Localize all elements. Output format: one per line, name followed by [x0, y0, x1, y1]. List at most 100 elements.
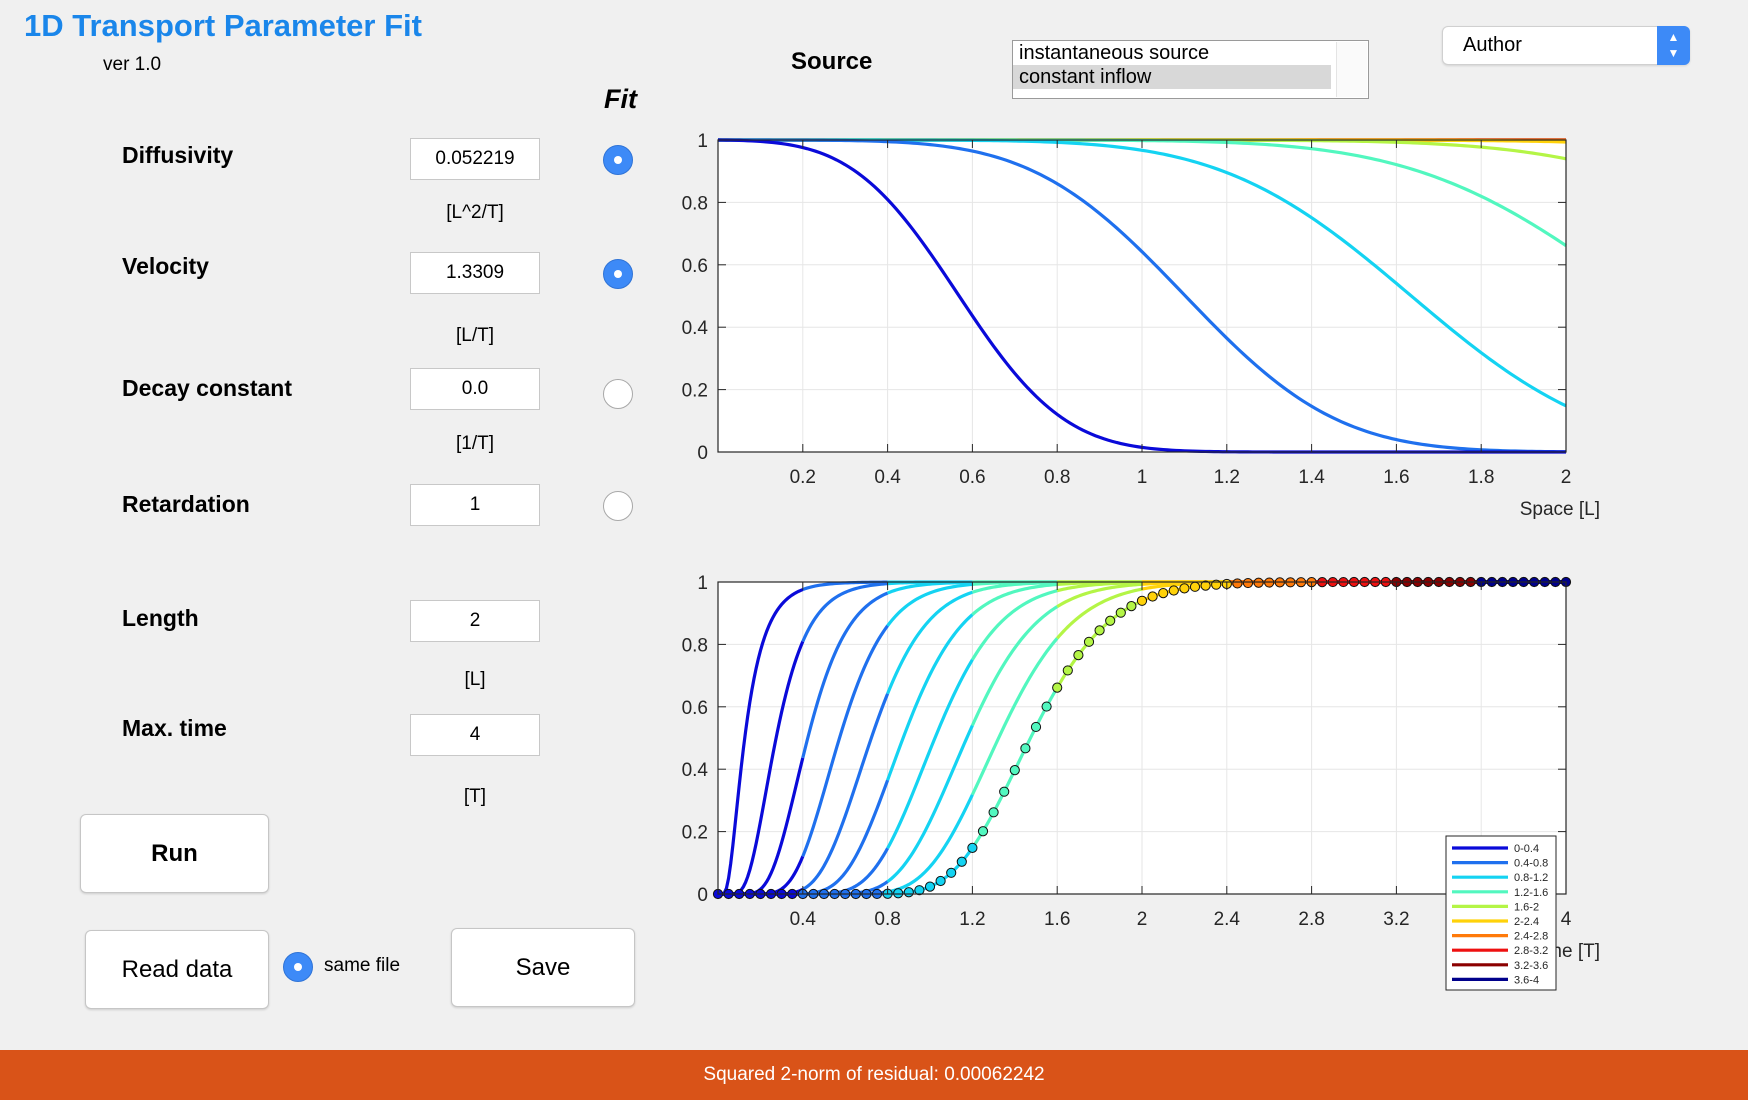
- top-y-tick-label: 1: [697, 131, 708, 152]
- observed-data-point: [1189, 581, 1201, 592]
- retardation-fit-radio[interactable]: [603, 491, 633, 521]
- breakthrough-line-x-1.2-seg-3: [971, 582, 1058, 616]
- observed-data-point: [1200, 580, 1211, 591]
- bottom-x-tick-label: 2.4: [1214, 909, 1241, 930]
- breakthrough-line-x-0.4-seg-1: [801, 582, 888, 643]
- breakthrough-line-x-1.6-seg-4: [1056, 582, 1143, 608]
- observed-data-point: [1115, 607, 1126, 618]
- decay-constant-unit: [1/T]: [455, 433, 494, 454]
- observed-data-point: [1062, 665, 1073, 676]
- observed-data-point: [1083, 636, 1095, 647]
- max-time-unit: [T]: [463, 786, 487, 807]
- legend-label: 2.4-2.8: [1514, 931, 1548, 943]
- legend-label: 2.8-3.2: [1514, 945, 1548, 957]
- observed-data-point: [1052, 682, 1063, 693]
- observed-data-point: [1136, 595, 1148, 606]
- breakthrough-line-x-1.2-seg-2: [886, 613, 974, 781]
- top-x-tick-label: 1: [1137, 467, 1148, 488]
- diffusivity-fit-radio[interactable]: [603, 145, 633, 175]
- observed-data-point: [1126, 601, 1137, 612]
- decay-constant-field[interactable]: 0.0: [410, 368, 540, 410]
- retardation-field[interactable]: 1: [410, 484, 540, 526]
- listbox-scrollbar[interactable]: [1336, 42, 1367, 97]
- decay-constant-label: Decay constant: [122, 375, 293, 401]
- observed-data-point: [999, 786, 1010, 797]
- observed-data-point: [1094, 625, 1105, 636]
- top-x-tick-label: 0.6: [959, 467, 985, 488]
- top-x-tick-label: 0.4: [874, 467, 901, 488]
- bottom-y-tick-label: 0: [697, 885, 708, 906]
- source-listbox[interactable]: instantaneous source constant inflow: [1012, 40, 1369, 99]
- same-file-radio[interactable]: [283, 952, 313, 982]
- diffusivity-field[interactable]: 0.052219: [410, 138, 540, 180]
- save-button[interactable]: Save: [451, 928, 635, 1007]
- source-option-instantaneous[interactable]: instantaneous source: [1019, 42, 1210, 64]
- run-button-label: Run: [151, 839, 198, 867]
- breakthrough-line-x-1.6-seg-3: [970, 605, 1059, 727]
- observed-data-point: [924, 881, 936, 892]
- run-button[interactable]: Run: [80, 814, 269, 893]
- legend-label: 0-0.4: [1514, 843, 1539, 855]
- same-file-label: same file: [324, 955, 401, 976]
- velocity-field[interactable]: 1.3309: [410, 252, 540, 294]
- bottom-x-tick-label: 0.8: [874, 909, 900, 930]
- top-x-tick-label: 1.8: [1468, 467, 1494, 488]
- author-popup[interactable]: Author ▲ ▼: [1442, 26, 1690, 65]
- observed-data-point: [1179, 583, 1190, 594]
- breakthrough-line-x-1.4-seg-2: [886, 658, 974, 850]
- top-y-tick-label: 0.2: [682, 381, 708, 402]
- velocity-fit-radio[interactable]: [603, 259, 633, 289]
- observed-data-point: [1158, 588, 1169, 599]
- read-data-button[interactable]: Read data: [85, 930, 269, 1009]
- updown-arrows-icon: ▲ ▼: [1657, 26, 1690, 65]
- breakthrough-line-x-1.8-seg-2: [887, 794, 974, 894]
- observed-data-point: [1073, 650, 1084, 661]
- observed-data-point: [1020, 743, 1031, 754]
- max-time-field[interactable]: 4: [410, 714, 540, 756]
- app-title: 1D Transport Parameter Fit: [24, 8, 422, 43]
- top-x-tick-label: 0.2: [790, 467, 816, 488]
- breakthrough-line-x-1-seg-2: [886, 590, 973, 695]
- bottom-y-tick-label: 0.4: [682, 760, 709, 781]
- bottom-y-tick-label: 0.2: [682, 823, 708, 844]
- observed-data-point: [893, 888, 904, 899]
- legend-label: 0.4-0.8: [1514, 858, 1548, 870]
- diffusivity-unit: [L^2/T]: [446, 202, 504, 223]
- observed-data-point: [988, 807, 999, 818]
- breakthrough-line-x-1.6-seg-2: [886, 724, 974, 883]
- velocity-label: Velocity: [122, 253, 209, 279]
- breakthrough-line-x-1.4-seg-3: [971, 589, 1058, 661]
- source-label: Source: [791, 48, 873, 75]
- breakthrough-chart: 0.40.81.21.622.42.83.23.6400.20.40.60.81…: [682, 573, 1600, 991]
- observed-data-point: [956, 856, 967, 867]
- top-x-axis-label: Space [L]: [1520, 499, 1600, 520]
- breakthrough-line-x-1-seg-3: [971, 580, 1058, 594]
- bottom-x-tick-label: 2: [1137, 909, 1148, 930]
- read-data-button-label: Read data: [121, 955, 233, 983]
- observed-data-point: [1009, 765, 1020, 776]
- breakthrough-line-x-0.8-seg-2: [886, 582, 973, 627]
- diffusivity-label: Diffusivity: [122, 142, 234, 168]
- source-option-constant-inflow[interactable]: constant inflow: [1013, 65, 1331, 89]
- bottom-x-tick-label: 2.8: [1298, 909, 1324, 930]
- bottom-y-tick-label: 0.8: [682, 635, 708, 656]
- version-label: ver 1.0: [103, 54, 162, 75]
- breakthrough-line-x-1.4-seg-4: [1056, 580, 1143, 593]
- top-y-tick-label: 0.6: [682, 256, 708, 277]
- bottom-x-tick-label: 0.4: [790, 909, 817, 930]
- top-y-tick-label: 0.8: [682, 193, 708, 214]
- observed-data-point: [1253, 577, 1264, 588]
- bottom-y-tick-label: 0.6: [682, 698, 708, 719]
- top-x-tick-label: 1.4: [1298, 467, 1325, 488]
- breakthrough-line-x-0.2-seg-0: [718, 588, 804, 896]
- fit-column-header: Fit: [604, 84, 637, 114]
- observed-data-point: [1030, 721, 1042, 733]
- observed-data-point: [903, 887, 914, 898]
- observed-data-point: [1041, 701, 1052, 712]
- top-y-tick-label: 0.4: [682, 318, 709, 339]
- length-field[interactable]: 2: [410, 600, 540, 642]
- breakthrough-line-x-0.6-seg-1: [801, 591, 889, 759]
- breakthrough-line-x-0.6-seg-2: [887, 580, 973, 595]
- observed-data-point: [914, 885, 925, 896]
- decay-constant-fit-radio[interactable]: [603, 379, 633, 409]
